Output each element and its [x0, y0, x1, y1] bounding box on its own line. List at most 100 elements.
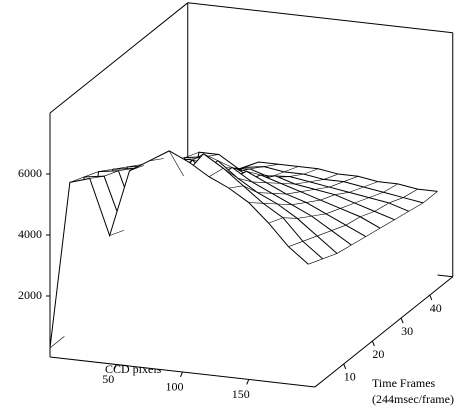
y-axis-label: Time Frames: [372, 376, 436, 390]
surface-mesh: [264, 163, 279, 167]
surface-mesh: [303, 168, 319, 175]
surface-mesh: [329, 181, 344, 188]
surface-mesh: [112, 166, 128, 170]
x-tick-label: 150: [232, 387, 250, 401]
surface-mesh: [263, 202, 278, 205]
surface-row: [49, 150, 309, 348]
surface-mesh: [336, 244, 352, 254]
surface-mesh: [320, 194, 335, 201]
surface-mesh: [343, 176, 359, 182]
surface-mesh: [360, 211, 375, 218]
surface-mesh: [248, 202, 264, 204]
surface-mesh: [283, 166, 299, 173]
surface-mesh: [322, 253, 338, 260]
y-tick-label: 20: [372, 347, 384, 361]
surface-mesh: [323, 173, 339, 180]
surface-mesh: [237, 177, 253, 183]
surface-mesh: [118, 168, 133, 172]
surface-mesh: [188, 153, 204, 163]
surface-mesh: [203, 153, 218, 161]
surface-mesh: [403, 188, 418, 198]
surface-mesh: [383, 183, 398, 193]
y-tick-label: 10: [344, 370, 356, 384]
surface-mesh: [351, 236, 366, 246]
y-tick: [371, 340, 375, 347]
surface-mesh: [291, 202, 307, 206]
surface-mesh: [308, 258, 323, 265]
x-tick: [180, 371, 183, 378]
surface-mesh: [354, 197, 370, 204]
surface-mesh: [246, 170, 261, 176]
surface-mesh: [228, 185, 244, 189]
surface-mesh: [289, 173, 304, 177]
x-tick-label: 50: [102, 372, 114, 386]
surface-mesh: [109, 229, 125, 236]
surface-mesh: [103, 170, 119, 177]
box-edge: [187, 2, 453, 34]
y-tick: [343, 363, 347, 370]
surface-mesh: [394, 211, 409, 220]
surface-mesh: [260, 174, 276, 177]
surface-mesh: [275, 175, 290, 177]
surface-mesh: [149, 158, 164, 162]
surface-mesh: [317, 230, 332, 237]
surface-mesh: [379, 219, 395, 229]
surface-mesh: [311, 213, 327, 217]
x-tick: [113, 364, 117, 370]
x-tick: [246, 379, 250, 385]
surface-mesh: [69, 176, 85, 183]
surface-mesh: [309, 179, 324, 183]
surface-mesh: [408, 202, 424, 212]
surface-mesh: [268, 217, 284, 224]
y-tick-label: 40: [430, 301, 442, 315]
surface-mesh: [297, 215, 312, 219]
surface-mesh: [168, 150, 184, 177]
y-axis-label: (244msec/frame): [372, 392, 454, 406]
surface-mesh: [223, 168, 238, 179]
surface-mesh: [184, 151, 200, 158]
surface-mesh: [277, 203, 292, 206]
surface-mesh: [271, 193, 287, 195]
surface-mesh: [388, 197, 404, 204]
y-tick: [429, 294, 433, 301]
surface-mesh: [89, 175, 105, 179]
surface-mesh: [84, 171, 99, 178]
surface-mesh: [249, 166, 265, 170]
z-tick-label: 6000: [18, 166, 42, 180]
surface-row: [178, 151, 438, 245]
z-tick-label: 2000: [18, 288, 42, 302]
surface-mesh: [280, 183, 296, 185]
surface-mesh: [127, 164, 142, 168]
surface-mesh: [334, 192, 350, 195]
surface-mesh: [243, 185, 258, 193]
z-tick-label: 4000: [18, 227, 42, 241]
surface-mesh: [129, 165, 144, 172]
surface-mesh: [368, 191, 384, 198]
box-edge: [49, 2, 189, 114]
surface-mesh: [422, 191, 438, 204]
surface-fill: [50, 150, 309, 387]
surface-mesh: [363, 181, 378, 188]
surface-mesh: [49, 336, 65, 349]
surface-mesh: [257, 192, 272, 194]
y-tick: [400, 317, 404, 324]
x-tick-label: 100: [166, 380, 184, 394]
surface-mesh: [331, 224, 347, 231]
surface-mesh: [266, 182, 281, 184]
surface-mesh: [340, 202, 355, 209]
surface-mesh: [217, 160, 233, 168]
surface-mesh: [282, 217, 298, 219]
surface-mesh: [314, 186, 330, 190]
surface-mesh: [288, 241, 303, 247]
surface-mesh: [345, 216, 361, 226]
surface-mesh: [300, 189, 316, 193]
surface-mesh: [349, 186, 364, 193]
surface-mesh: [325, 208, 341, 215]
surface-mesh: [244, 161, 259, 168]
surface-mesh: [252, 181, 267, 183]
surface-mesh: [365, 227, 381, 237]
surface-mesh: [295, 181, 310, 185]
surface-mesh: [235, 167, 250, 170]
surface-mesh: [306, 199, 321, 203]
